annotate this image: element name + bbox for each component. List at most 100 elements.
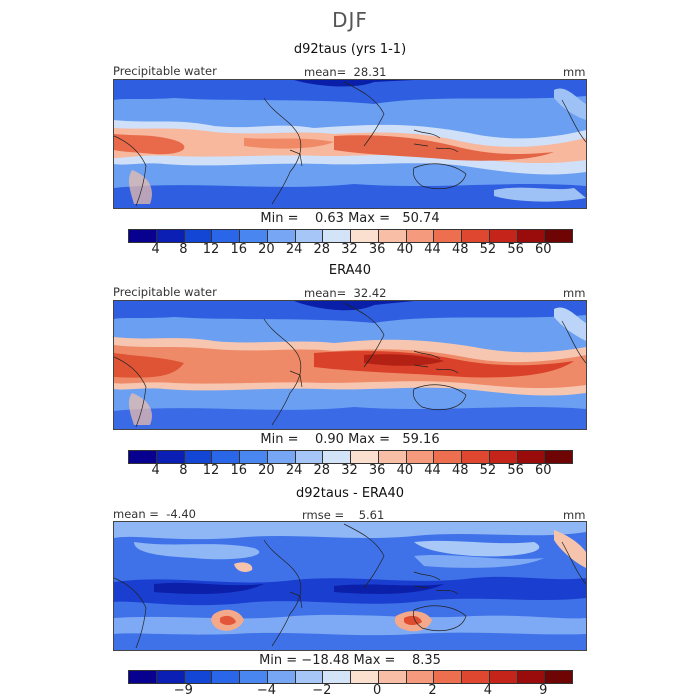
colorbar-3-swatch [323,671,351,683]
colorbar-2-swatch [517,451,546,463]
colorbar-2-tick-label: 48 [451,463,469,478]
panel-3-rmse-label: rmse = 5.61 [302,508,385,522]
colorbar-1-tick-label: 12 [202,242,220,257]
colorbar-1-swatch [184,230,213,242]
panel-2-mean-label: mean= 32.42 [304,286,387,300]
colorbar-3-tick-label: 0 [373,683,382,698]
panel-2-variable-label: Precipitable water [113,285,217,299]
colorbar-1-swatch [129,230,157,242]
colorbar-1-swatch [517,230,546,242]
colorbar-1-swatch [295,230,324,242]
colorbar-2-tick-label: 56 [507,463,524,478]
panel-1-unit-label: mm [563,65,586,79]
colorbar-1-swatch [462,230,490,242]
colorbar-1-tick-label: 8 [179,242,188,257]
colorbar-1-swatch [323,230,351,242]
colorbar-3-swatch [489,671,518,683]
colorbar-1-tick-label: 52 [479,242,497,257]
colorbar-1-tick-label: 28 [313,242,331,257]
panel-1-map [113,79,587,209]
panel-2-contour-field [114,301,586,429]
colorbar-1-swatch [378,230,407,242]
colorbar-2-ticks: 4 8 12 16 20 24 28 32 36 40 44 48 52 56 60 [128,463,571,481]
colorbar-3 [128,670,573,684]
colorbar-2-swatch [489,451,518,463]
colorbar-3-swatch [267,671,296,683]
colorbar-1-swatch [434,230,462,242]
colorbar-2-swatch [129,451,157,463]
panel-3-contour-field [114,522,586,650]
panel-3-title: d92taus - ERA40 [296,486,404,501]
panel-3-unit-label: mm [563,508,586,522]
panel-2-min-max: Min = 0.90 Max = 59.16 [260,432,440,447]
colorbar-3-swatch [406,671,435,683]
panel-2-unit-label: mm [563,286,586,300]
colorbar-3-tick-label: −2 [312,683,332,698]
colorbar-2-tick-label: 36 [368,463,386,478]
colorbar-1-swatch [489,230,518,242]
colorbar-1-swatch [240,230,268,242]
colorbar-2-swatch [267,451,296,463]
colorbar-1-swatch [267,230,296,242]
colorbar-1-swatch [406,230,435,242]
colorbar-3-swatch [378,671,407,683]
colorbar-3-tick-label: 9 [539,683,548,698]
colorbar-3-tick-label: −4 [256,683,277,698]
colorbar-1-swatch [351,230,379,242]
colorbar-3-swatch [129,671,157,683]
colorbar-1-tick-label: 16 [230,242,248,257]
colorbar-2-tick-label: 44 [424,463,441,478]
colorbar-1-tick-label: 44 [424,242,441,257]
panel-1-contour-field [114,80,586,208]
colorbar-3-swatch [434,671,462,683]
colorbar-3-swatch [517,671,546,683]
colorbar-2-swatch [406,451,435,463]
colorbar-1-tick-label: 32 [341,242,358,257]
colorbar-2-tick-label: 24 [285,463,303,478]
colorbar-1-tick-label: 60 [535,242,552,257]
panel-2-title: ERA40 [328,263,372,278]
colorbar-3-tick-label: 2 [428,683,437,698]
panel-1-mean-label: mean= 28.31 [304,65,387,79]
colorbar-3-swatch [462,671,490,683]
colorbar-2-tick-label: 28 [313,463,331,478]
colorbar-1-tick-label: 20 [258,242,275,257]
panel-1-variable-label: Precipitable water [113,64,217,78]
colorbar-1-ticks: 4 8 12 16 20 24 28 32 36 40 44 48 52 56 60 [128,242,571,260]
colorbar-2-swatch [462,451,490,463]
colorbar-1-swatch [212,230,240,242]
colorbar-1-tick-label: 36 [368,242,386,257]
colorbar-3-swatch [184,671,213,683]
panel-1-min-max: Min = 0.63 Max = 50.74 [260,211,440,226]
panel-1-title: d92taus (yrs 1-1) [293,42,407,57]
colorbar-1-tick-label: 4 [151,242,160,257]
colorbar-2-swatch [212,451,240,463]
colorbar-2-swatch [351,451,379,463]
colorbar-2-swatch [545,451,572,463]
colorbar-2-swatch [323,451,351,463]
colorbar-2-swatch [184,451,213,463]
colorbar-2 [128,450,573,464]
colorbar-2-tick-label: 52 [479,463,497,478]
panel-3-mean-label: mean = -4.40 [113,507,196,521]
colorbar-1-swatch [156,230,185,242]
figure-title: DJF [332,8,368,32]
colorbar-2-tick-label: 20 [258,463,275,478]
colorbar-2-tick-label: 12 [202,463,220,478]
colorbar-2-swatch [378,451,407,463]
colorbar-1 [128,229,573,243]
panel-2-map [113,300,587,430]
colorbar-1-tick-label: 40 [396,242,414,257]
colorbar-2-tick-label: 40 [396,463,414,478]
colorbar-1-swatch [545,230,572,242]
colorbar-2-swatch [434,451,462,463]
colorbar-3-swatch [156,671,185,683]
colorbar-2-tick-label: 16 [230,463,248,478]
panel-3-min-max: Min = −18.48 Max = 8.35 [259,653,441,668]
colorbar-3-swatch [212,671,240,683]
colorbar-3-tick-label: 4 [483,683,493,698]
colorbar-2-swatch [295,451,324,463]
colorbar-2-tick-label: 60 [535,463,552,478]
colorbar-3-tick-label: −9 [173,683,193,698]
colorbar-1-tick-label: 48 [451,242,469,257]
